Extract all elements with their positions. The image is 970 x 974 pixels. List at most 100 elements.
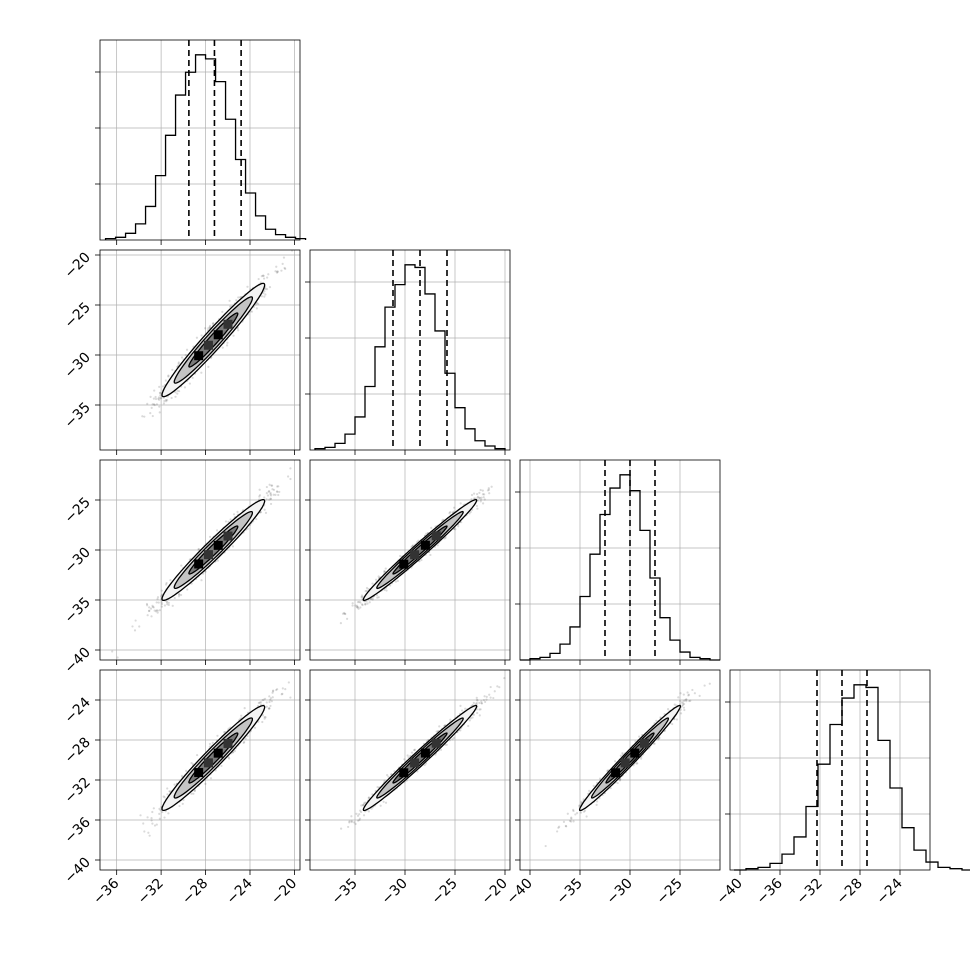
scatter-point [156,598,158,600]
scatter-point [154,396,156,398]
scatter-point [176,392,178,394]
scatter-point [169,579,171,581]
scatter-point [229,305,231,307]
scatter-point [158,386,160,388]
scatter-point [180,594,182,596]
scatter-point [138,625,140,627]
density-3-0 [139,681,291,836]
scatter-point [266,486,268,488]
scatter-point [270,494,272,496]
scatter-point [264,293,266,295]
density-cell [421,541,430,550]
scatter-point [168,604,170,606]
scatter-point [146,604,148,606]
grid-3-3 [730,670,930,870]
scatter-point [155,610,157,612]
scatter-point [259,489,261,491]
scatter-point [263,296,265,298]
x-tick-label-3-2: −32 [794,876,826,908]
scatter-point [111,650,113,652]
scatter-point [148,610,150,612]
scatter-point [209,743,211,745]
scatter-point [365,590,367,592]
density-cell [204,550,213,559]
scatter-point [200,579,202,581]
scatter-point [153,389,155,391]
scatter-point [152,415,154,417]
scatter-point [186,349,188,351]
scatter-point [165,379,167,381]
scatter-point [162,385,164,387]
scatter-point [258,278,260,280]
scatter-point [270,503,272,505]
scatter-point [225,520,227,522]
scatter-point [233,513,235,515]
scatter-point [352,602,354,604]
histogram-2 [520,475,720,660]
scatter-point [186,588,188,590]
grid-2-2 [520,460,720,660]
scatter-point [476,508,478,510]
scatter-point [209,536,211,538]
scatter-point [155,398,157,400]
scatter-point [361,604,363,606]
scatter-point [237,296,239,298]
scatter-point [236,511,238,513]
scatter-point [269,484,271,486]
scatter-point [189,382,191,384]
scatter-point [178,595,180,597]
scatter-point [484,498,486,500]
scatter-point [196,754,198,756]
grid-0-0 [100,40,300,240]
scatter-point [150,615,152,617]
scatter-point [385,589,387,591]
scatter-point [254,727,256,729]
scatter-point [265,512,267,514]
scatter-point [222,347,224,349]
panel-1-1 [310,250,510,450]
density-cell [204,341,213,350]
scatter-point [150,608,152,610]
scatter-point [263,496,265,498]
scatter-point [372,598,374,600]
scatter-point [221,311,223,313]
scatter-point [178,805,180,807]
scatter-point [266,492,268,494]
scatter-point [364,603,366,605]
scatter-point [200,372,202,374]
y-tick-label-2-3: −40 [62,645,94,677]
scatter-point [229,518,231,520]
scatter-point [264,509,266,511]
y-tick-label-2-1: −30 [62,545,94,577]
scatter-point [371,582,373,584]
scatter-point [385,567,387,569]
scatter-point [282,263,284,265]
scatter-point [156,403,158,405]
scatter-point [141,415,143,417]
scatter-point [478,492,480,494]
scatter-point [174,391,176,393]
scatter-point [171,397,173,399]
scatter-point [278,491,280,493]
scatter-point [152,606,154,608]
scatter-point [181,356,183,358]
scatter-point [395,581,397,583]
scatter-point [263,277,265,279]
density-cell [399,560,408,569]
scatter-point [289,696,291,698]
scatter-point [165,399,167,401]
scatter-point [163,402,165,404]
scatter-point [226,342,228,344]
scatter-point [346,618,348,620]
scatter-point [289,467,291,469]
scatter-point [156,601,158,603]
density-2-0 [111,467,291,658]
scatter-point [232,545,234,547]
y-tick-label-1-0: −20 [62,250,94,282]
scatter-point [232,335,234,337]
scatter-point [488,492,490,494]
scatter-point [453,507,455,509]
scatter-point [342,613,344,615]
scatter-point [457,525,459,527]
